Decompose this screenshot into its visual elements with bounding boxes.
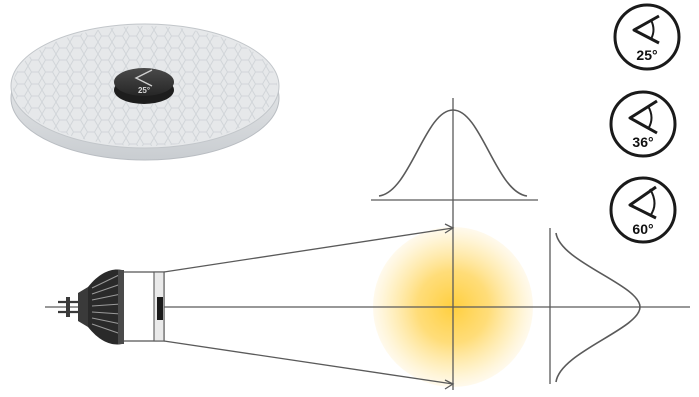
angle-badge-36: 36° — [609, 90, 677, 158]
top-intensity-curve — [371, 98, 538, 228]
angle-badge-60: 60° — [609, 176, 677, 244]
side-intensity-curve — [549, 228, 641, 384]
angle-badge-36-label: 36° — [632, 134, 653, 150]
angle-badge-25: 25° — [613, 3, 681, 71]
angle-badge-25-label: 25° — [636, 47, 657, 63]
lens-center-chip: 25° — [114, 68, 174, 104]
honeycomb-lens-image: 25° — [10, 23, 280, 161]
mr16-bulb — [58, 269, 124, 345]
angle-icon — [628, 185, 657, 220]
lens-chip-label: 25° — [138, 86, 150, 95]
lens-holder — [119, 271, 165, 342]
angle-icon — [134, 69, 153, 87]
angle-badge-60-label: 60° — [632, 221, 653, 237]
